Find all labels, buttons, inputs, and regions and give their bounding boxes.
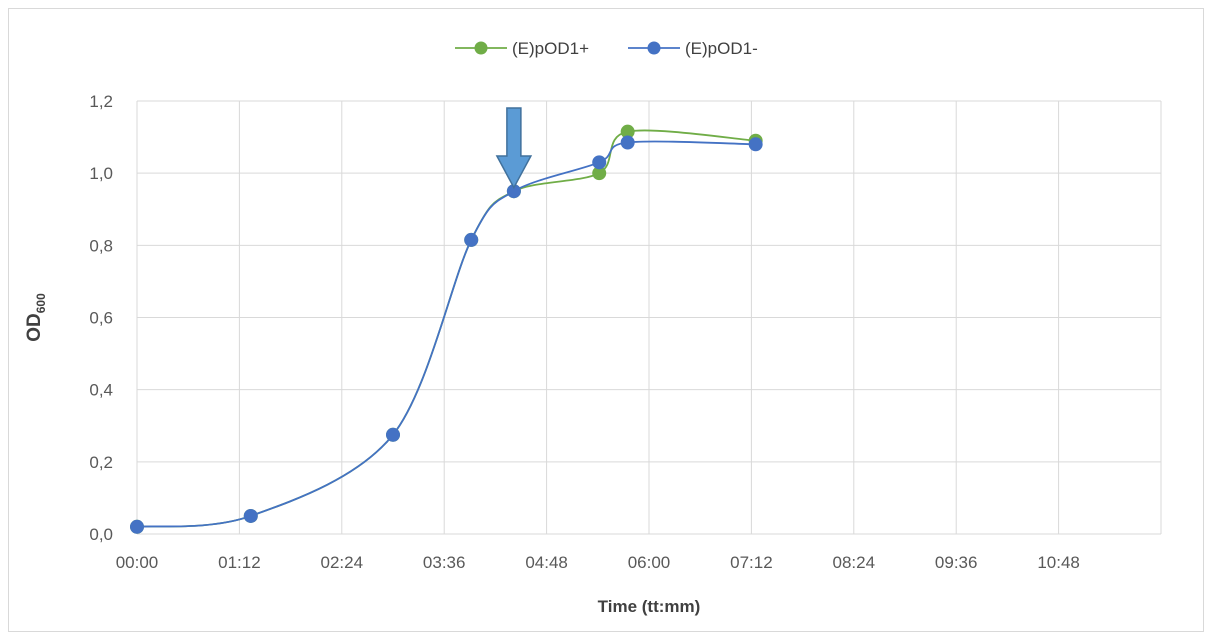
- y-tick-label: 0,4: [89, 381, 113, 400]
- series-layer: [130, 124, 763, 534]
- legend-marker: [474, 41, 488, 55]
- y-axis-ticks: 0,0 0,2 0,4 0,6 0,8 1,0 1,2: [89, 92, 113, 544]
- x-tick-label: 09:36: [935, 553, 978, 572]
- x-axis-title: Time (tt:mm): [598, 597, 701, 616]
- series-2-point: [386, 427, 400, 442]
- series-2-point: [464, 232, 479, 247]
- grid-lines: [136, 100, 1162, 535]
- x-tick-label: 10:48: [1037, 553, 1080, 572]
- series-markers: [130, 124, 763, 534]
- y-axis-title: OD600: [24, 293, 48, 342]
- y-tick-label: 0,8: [89, 236, 113, 255]
- x-tick-label: 01:12: [218, 553, 261, 572]
- y-tick-label: 0,0: [89, 525, 113, 544]
- y-tick-label: 1,0: [89, 164, 113, 183]
- series-2-point: [592, 155, 607, 170]
- legend-item: (E)pOD1-: [628, 39, 758, 58]
- x-tick-label: 07:12: [730, 553, 773, 572]
- x-tick-label: 00:00: [116, 553, 159, 572]
- series-2-point: [243, 508, 258, 523]
- annotation-layer: [495, 107, 533, 190]
- series-lines: [136, 129, 756, 528]
- x-tick-label: 06:00: [628, 553, 671, 572]
- series-line-2: [136, 140, 756, 528]
- x-axis-ticks: 00:00 01:12 02:24 03:36 04:48 06:00 07:12 08:24…: [116, 553, 1080, 572]
- down-arrow-annotation: [495, 107, 533, 190]
- series-line-1: [136, 129, 756, 528]
- x-tick-label: 02:24: [321, 553, 364, 572]
- legend-marker: [647, 41, 661, 55]
- legend-label: (E)pOD1-: [685, 39, 758, 58]
- series-2-point: [130, 519, 144, 534]
- legend-item: (E)pOD1+: [455, 39, 589, 58]
- legend-label: (E)pOD1+: [512, 39, 589, 58]
- y-tick-label: 1,2: [89, 92, 113, 111]
- x-tick-label: 04:48: [525, 553, 568, 572]
- series-2-point: [748, 137, 763, 152]
- y-tick-label: 0,6: [89, 309, 113, 328]
- chart-frame: [8, 8, 1204, 632]
- legend: (E)pOD1+ (E)pOD1-: [455, 39, 758, 58]
- y-tick-label: 0,2: [89, 453, 113, 472]
- x-tick-label: 03:36: [423, 553, 466, 572]
- series-2-point: [620, 135, 635, 150]
- x-tick-label: 08:24: [833, 553, 876, 572]
